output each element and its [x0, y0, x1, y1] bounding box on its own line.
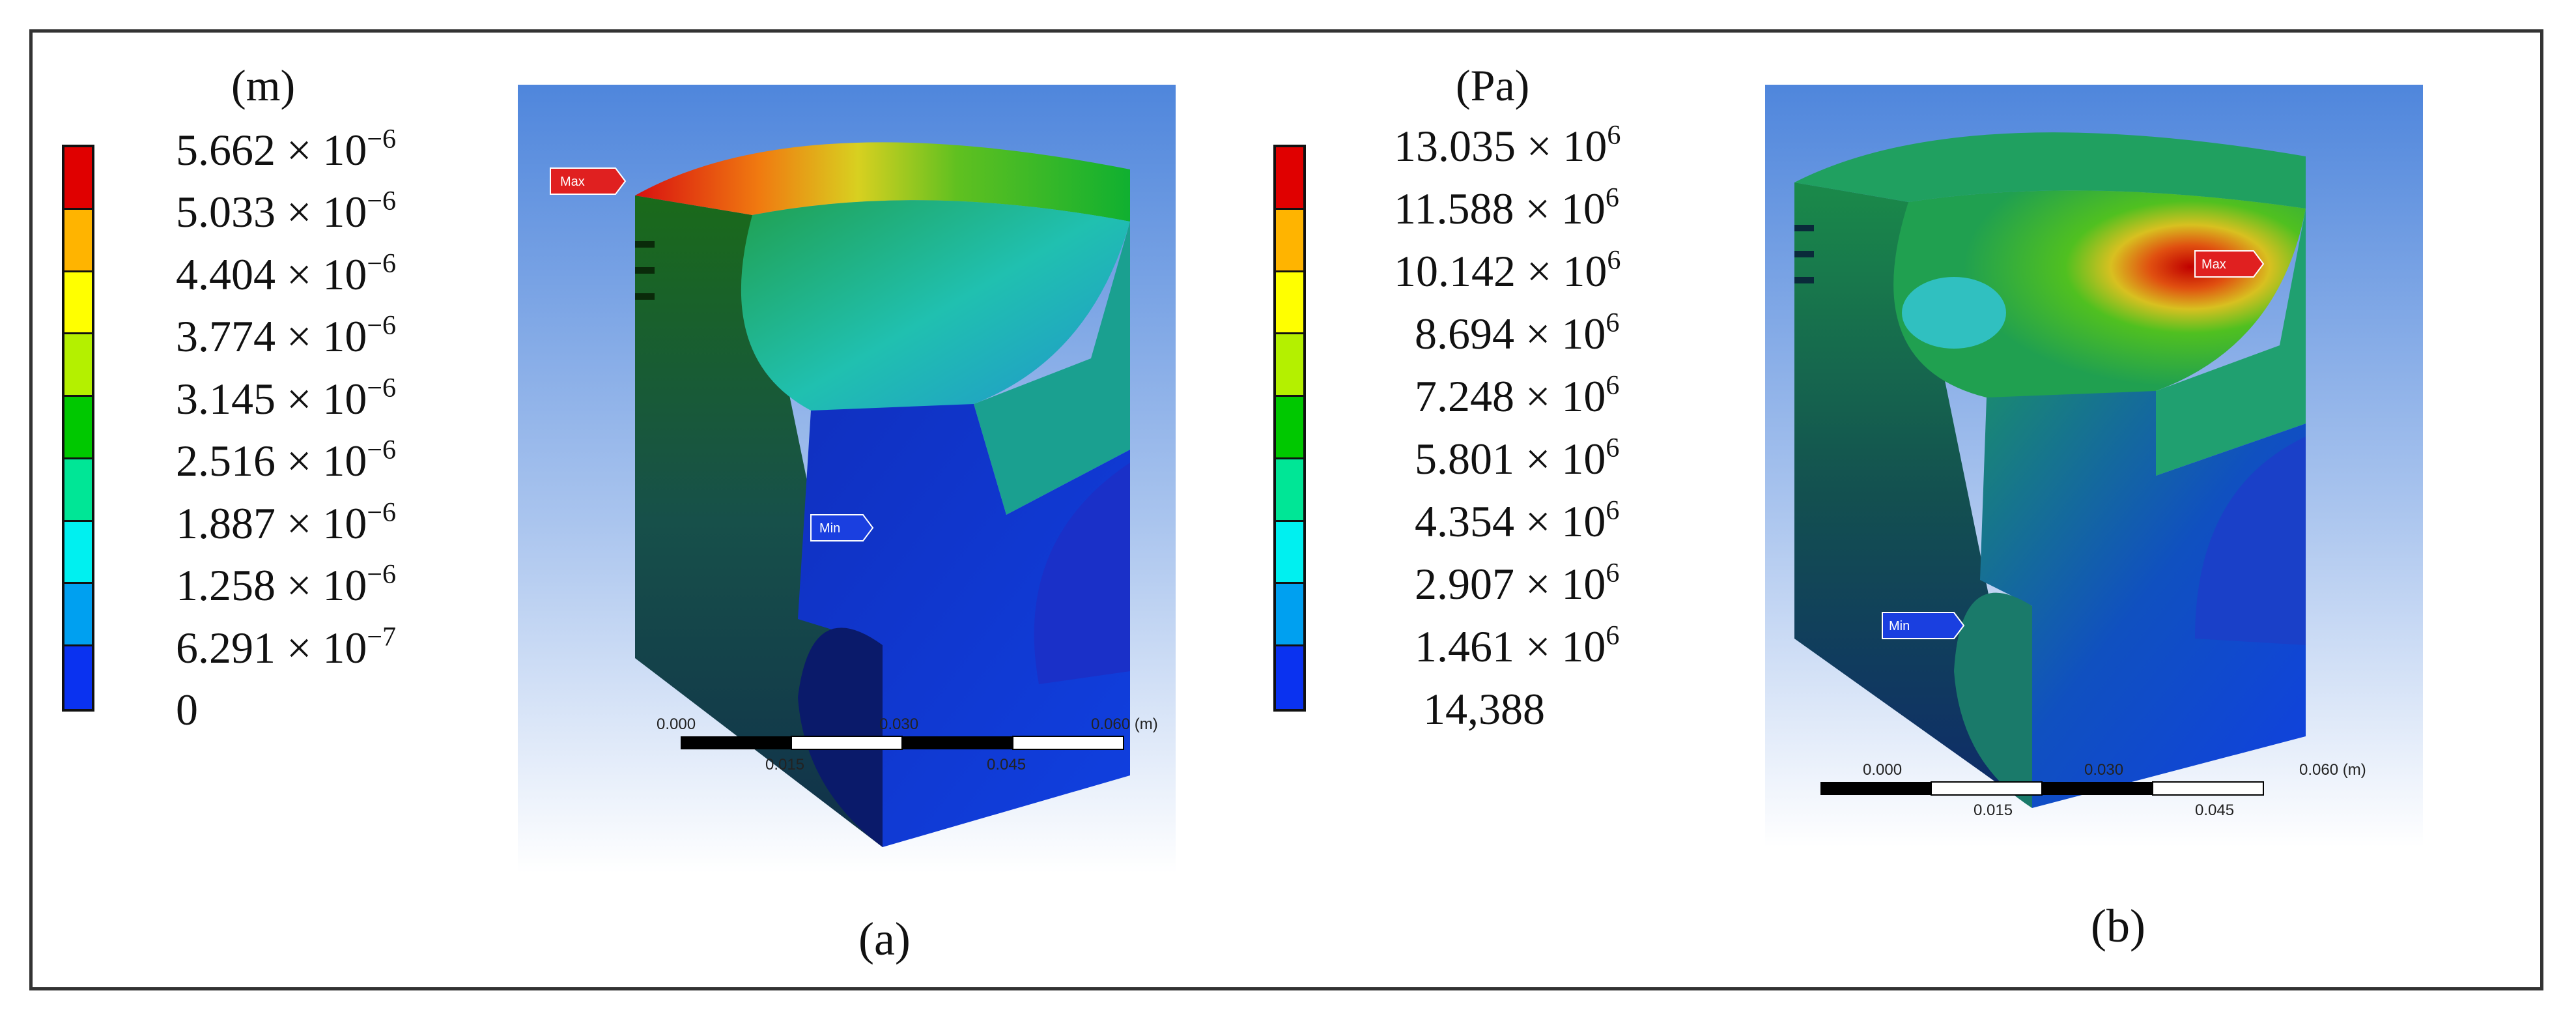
ruler-label-015: 0.015 [765, 756, 805, 773]
piston-right-upper [974, 222, 1130, 515]
pin-bore-arc [1034, 463, 1130, 684]
color-swatch [1276, 521, 1303, 585]
legend-tick: 2.516 × 10−6 [176, 435, 397, 485]
legend-tick: 5.801 × 106 [1415, 433, 1620, 484]
piston-right-upper [2156, 209, 2306, 476]
color-swatch [64, 459, 92, 522]
color-swatch [1276, 209, 1303, 272]
ring-groove [635, 241, 655, 248]
pin-bore-arc [2195, 437, 2306, 645]
legend-tick: 7.248 × 106 [1415, 371, 1620, 421]
ruler-label-045: 0.045 [987, 756, 1026, 773]
color-swatch [64, 646, 92, 709]
max-marker [2194, 250, 2265, 278]
color-swatch [1276, 272, 1303, 335]
piston-front-face [1980, 391, 2306, 808]
stress-contour-render [1765, 85, 2423, 847]
ring-groove [1794, 277, 1814, 283]
legend-tick: 14,388 [1423, 684, 1545, 734]
legend-tick: 13.035 × 106 [1394, 121, 1621, 171]
ruler-label-030: 0.030 [879, 715, 919, 733]
panel-caption: (a) [858, 913, 911, 965]
legend-tick: 10.142 × 106 [1394, 246, 1621, 296]
piston-crown [635, 142, 1130, 222]
legend-tick: 3.145 × 10−6 [176, 373, 397, 424]
color-swatch [1276, 334, 1303, 397]
legend-tick: 6.291 × 10−7 [176, 622, 397, 672]
color-swatch [64, 272, 92, 335]
max-marker [550, 167, 627, 195]
legend-unit: (m) [231, 61, 296, 110]
legend-tick: 1.461 × 106 [1415, 621, 1620, 671]
color-swatch [64, 397, 92, 459]
legend-tick: 0 [176, 685, 198, 734]
color-swatch [1276, 646, 1303, 709]
min-label: Min [1889, 619, 1910, 633]
color-swatch [64, 334, 92, 397]
combustion-bowl [1893, 190, 2306, 409]
legend-unit: (Pa) [1456, 61, 1530, 110]
displacement-contour-render [518, 85, 1176, 873]
scale-ruler [1820, 781, 2264, 796]
combustion-bowl [741, 200, 1130, 429]
color-scale [1273, 145, 1306, 712]
color-swatch [1276, 397, 1303, 459]
legend-tick: 3.774 × 10−6 [176, 311, 397, 361]
scale-ruler [681, 736, 1124, 750]
color-swatch [64, 209, 92, 272]
figure-frame [29, 29, 2543, 990]
color-swatch [64, 521, 92, 585]
ruler-label-030: 0.030 [2084, 761, 2124, 779]
max-label: Max [560, 175, 585, 189]
ruler-label-015: 0.015 [1974, 801, 2013, 819]
color-scale [62, 145, 94, 712]
color-swatch [1276, 584, 1303, 647]
legend-tick: 5.033 × 10−6 [176, 186, 397, 237]
legend-tick: 8.694 × 106 [1415, 308, 1620, 358]
min-marker [810, 514, 874, 541]
min-label: Min [819, 521, 841, 536]
max-label: Max [2201, 257, 2226, 272]
ruler-label-left: 0.000 [1863, 761, 1903, 779]
ruler-label-right: 0.060 (m) [2299, 761, 2366, 779]
color-swatch [1276, 459, 1303, 522]
min-marker [1882, 612, 1965, 639]
ring-groove [1794, 225, 1814, 231]
panel-b: (Pa) 13.035 × 106 11.588 × 106 10.142 × … [1238, 0, 2576, 1025]
ruler-label-left: 0.000 [657, 715, 696, 733]
legend-tick: 4.404 × 10−6 [176, 249, 397, 299]
color-swatch [1276, 147, 1303, 210]
legend-tick: 4.354 × 106 [1415, 496, 1620, 546]
legend-tick: 11.588 × 106 [1394, 183, 1619, 233]
ring-groove [635, 293, 655, 300]
legend-tick: 1.887 × 10−6 [176, 498, 397, 548]
color-swatch [64, 584, 92, 647]
pin-bore [1954, 592, 2032, 808]
legend-tick: 1.258 × 10−6 [176, 560, 397, 610]
legend-tick: 2.907 × 106 [1415, 558, 1620, 609]
piston-crown [1794, 132, 2306, 209]
ring-groove [635, 267, 655, 274]
ruler-label-right: 0.060 (m) [1091, 715, 1158, 733]
bowl-center [1902, 277, 2006, 349]
panel-caption: (b) [2091, 900, 2145, 952]
legend-tick: 5.662 × 10−6 [176, 124, 397, 175]
panel-a: (m) 5.662 × 10−6 5.033 × 10−6 4.404 × 10… [62, 61, 1176, 965]
color-swatch [64, 147, 92, 210]
ruler-label-045: 0.045 [2195, 801, 2235, 819]
ring-groove [1794, 251, 1814, 257]
